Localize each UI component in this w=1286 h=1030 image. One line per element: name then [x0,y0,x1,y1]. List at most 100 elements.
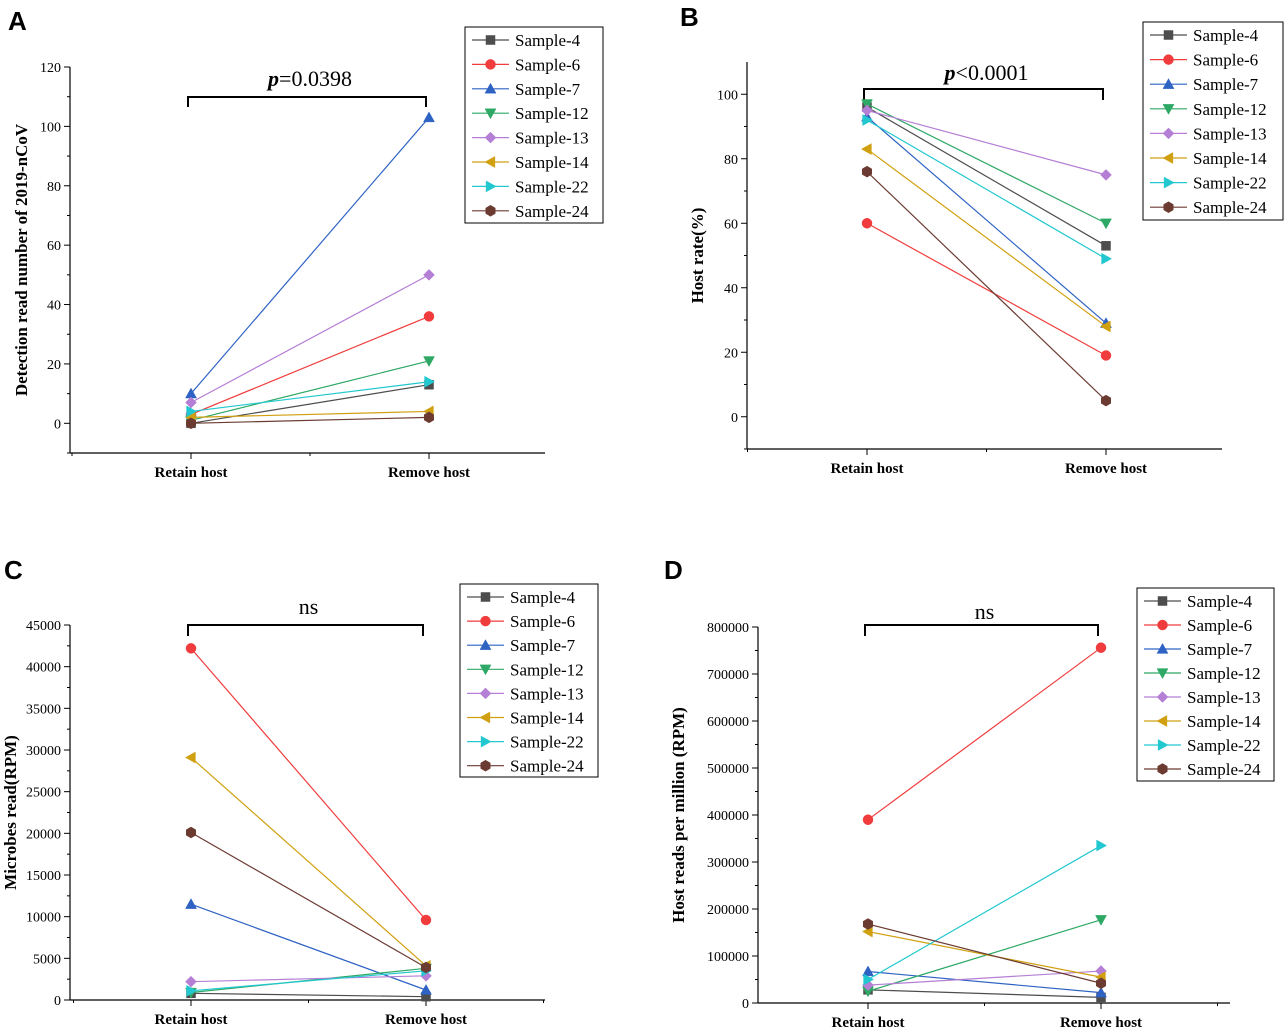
series-line-sample-13 [867,970,1102,986]
legend-marker [485,35,496,45]
y-tick-label: 25000 [26,786,61,801]
series-line-sample-14 [190,410,430,418]
series-line-sample-6 [867,647,1102,821]
legend-marker [1162,78,1175,89]
legend-marker [484,131,497,144]
y-tick-label: 40000 [26,661,61,676]
legend-label: Sample-13 [510,684,584,703]
legend-marker [1157,596,1168,606]
y-tick-label: 20000 [26,827,61,842]
panel-letter: A [8,6,27,36]
data-point-sample-6-remove [423,311,435,322]
series-line-sample-22 [190,381,430,413]
series-line-sample-7 [190,903,427,991]
data-point-sample-12-remove [1095,915,1107,926]
data-point-sample-24-retain [862,918,874,930]
data-point-sample-6-retain [861,218,873,229]
panel-letter: D [664,555,683,585]
legend-marker [1163,176,1175,189]
data-point-sample-24-retain [861,165,873,178]
series-line-sample-6 [866,222,1107,357]
data-point-sample-6-remove [420,914,432,926]
legend-label: Sample-7 [515,80,581,99]
series-line-sample-13 [190,274,430,404]
legend-label: Sample-24 [1193,198,1267,217]
y-tick-label: 10000 [26,911,61,926]
data-point-sample-24-remove [1095,977,1107,990]
series-line-sample-22 [866,119,1107,260]
legend-marker [1163,54,1174,65]
legend-marker [1156,715,1168,727]
x-category-label: Remove host [1060,1015,1142,1030]
legend-marker [479,664,492,676]
legend-marker [485,205,496,217]
data-point-sample-22-remove [1096,839,1108,852]
legend-marker [480,759,491,772]
legend-label: Sample-13 [1187,688,1261,707]
data-point-sample-22-remove [424,375,436,388]
x-category-label: Retain host [832,1015,905,1030]
y-tick-label: 20 [724,346,738,361]
legend-marker [480,592,491,602]
legend-label: Sample-12 [510,660,584,679]
y-axis-title: Detection read number of 2019-nCoV [12,123,31,396]
significance-bracket [864,624,1099,636]
x-category-label: Retain host [155,1012,228,1028]
legend: Sample-4 Sample-6 Sample-7 Sample-12 Sample-… [1136,587,1275,782]
y-tick-label: 500000 [707,762,749,777]
series-line-sample-22 [867,845,1102,981]
data-point-sample-24-remove [420,961,432,974]
data-point-sample-13-remove [1100,169,1112,181]
significance-bracket [187,96,427,107]
y-tick-label: 0 [742,997,749,1012]
significance-label: ns [975,599,995,624]
data-point-sample-14-retain [860,143,872,155]
y-tick-label: 0 [54,417,61,432]
legend-label: Sample-22 [510,733,584,752]
data-point-sample-13-retain [185,396,197,409]
data-point-sample-24-retain [185,417,197,430]
legend-label: Sample-6 [1193,51,1258,70]
series-line-sample-24 [867,923,1102,984]
series-line-sample-12 [190,360,430,421]
data-point-sample-22-retain [863,973,875,986]
data-point-sample-7-remove [420,983,432,995]
series-line-sample-4 [867,989,1102,998]
data-point-sample-6-remove [1100,350,1112,361]
y-tick-label: 60 [724,217,738,232]
legend-label: Sample-24 [1187,760,1261,779]
legend: Sample-4 Sample-6 Sample-7 Sample-12 Sample-… [459,583,599,778]
x-category-label: Retain host [831,461,904,477]
legend: Sample-4 Sample-6 Sample-7 Sample-12 Sample-… [1142,21,1284,221]
data-point-sample-7-remove [1095,986,1107,998]
series-line-sample-24 [190,416,430,424]
y-tick-label: 100 [717,88,738,103]
y-tick-label: 100000 [707,950,749,965]
data-point-sample-12-remove [423,356,435,367]
legend-label: Sample-6 [1187,616,1252,635]
series-line-sample-7 [867,970,1102,994]
data-point-sample-6-retain [862,814,874,825]
significance-label: ns [299,594,319,619]
chart-panel-b: B 0 20 40 60 80 100 Retain host Remove host Host … [680,2,1284,477]
chart-panel-d: D 0 100000 200000 300000 400000 500000 600000 70… [664,555,1275,1030]
x-category-label: Remove host [388,465,470,481]
y-tick-label: 60 [47,239,61,254]
legend-label: Sample-14 [510,709,584,728]
data-point-sample-22-remove [1101,252,1113,265]
legend-label: Sample-7 [1187,640,1253,659]
data-point-sample-13-retain [861,104,873,117]
legend-marker [1157,739,1169,751]
y-tick-label: 400000 [707,809,749,824]
y-tick-label: 120 [40,61,61,76]
legend-label: Sample-22 [1187,736,1261,755]
legend-label: Sample-6 [515,55,580,74]
legend-label: Sample-22 [1193,174,1267,193]
legend-marker [1156,642,1169,654]
panel-letter: B [680,2,699,32]
y-tick-label: 600000 [707,715,749,730]
data-point-sample-14-retain [184,751,196,764]
series-line-sample-22 [190,970,427,992]
panel-letter: C [4,555,23,585]
legend-label: Sample-12 [1187,664,1261,683]
